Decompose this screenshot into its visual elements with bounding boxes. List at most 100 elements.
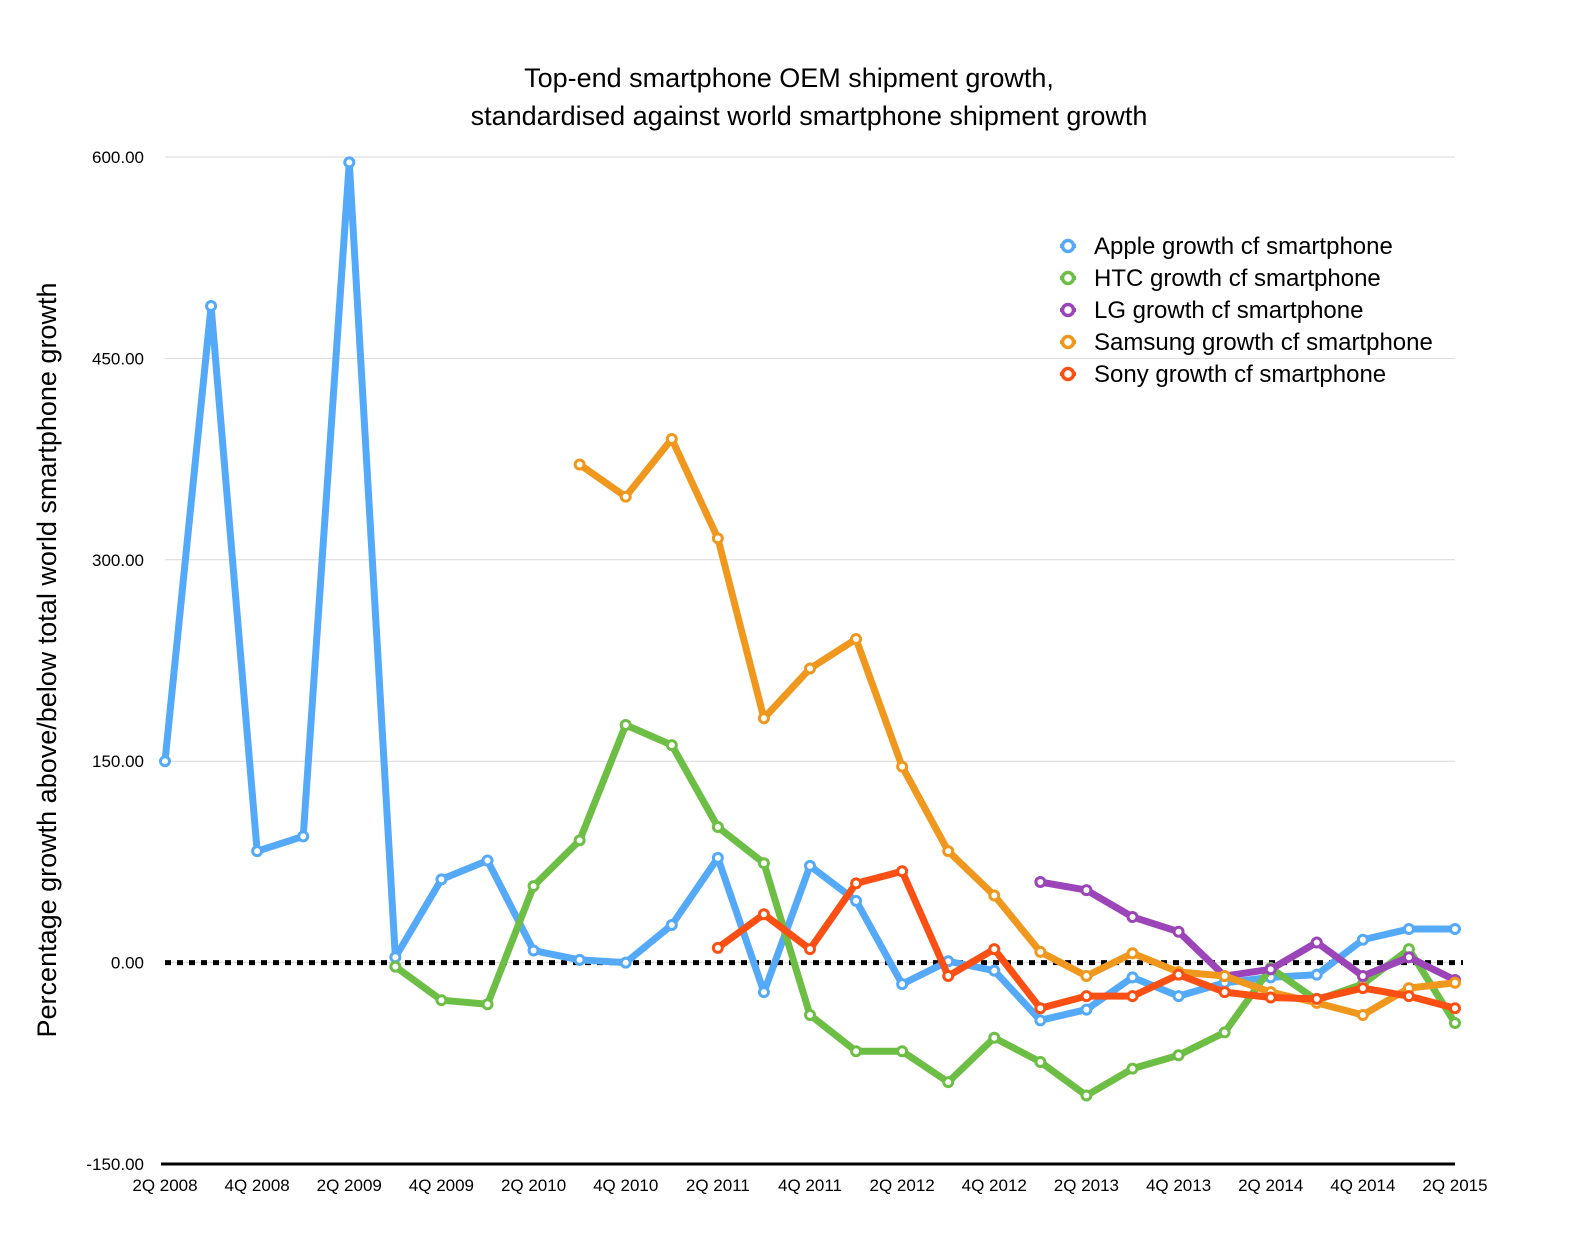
data-point — [251, 845, 264, 858]
data-point — [1356, 933, 1369, 946]
x-tick-label: 2Q 2012 — [870, 1176, 935, 1195]
data-point — [389, 951, 402, 964]
data-point — [1402, 923, 1415, 936]
data-point — [1126, 971, 1139, 984]
x-tick-label: 4Q 2008 — [225, 1176, 290, 1195]
data-point — [1172, 968, 1185, 981]
legend-marker-icon — [1060, 334, 1076, 350]
data-point — [481, 854, 494, 867]
data-point — [850, 877, 863, 890]
data-point — [1034, 876, 1047, 889]
chart-title: Top-end smartphone OEM shipment growth, … — [471, 63, 1148, 131]
y-tick-label: 450.00 — [92, 349, 144, 368]
data-point — [711, 851, 724, 864]
data-point — [527, 880, 540, 893]
data-point — [1218, 986, 1231, 999]
data-point — [988, 1031, 1001, 1044]
data-point — [988, 943, 1001, 956]
data-point — [850, 633, 863, 646]
data-point — [804, 943, 816, 956]
data-point — [1080, 1003, 1093, 1016]
y-tick-label: 300.00 — [92, 551, 144, 570]
legend-marker-icon — [1060, 302, 1076, 318]
gridlines — [165, 156, 1455, 964]
data-point — [1126, 1062, 1139, 1075]
data-point — [1034, 1002, 1047, 1015]
data-point — [665, 739, 678, 752]
data-point — [942, 970, 955, 983]
x-tick-label: 4Q 2012 — [962, 1176, 1027, 1195]
x-tick-label: 2Q 2015 — [1422, 1176, 1487, 1195]
title: Top-end smartphone OEM shipment growth, — [524, 63, 1054, 93]
series-htc — [389, 718, 1461, 1102]
data-point — [757, 857, 770, 870]
x-tick-label: 2Q 2011 — [686, 1176, 750, 1195]
y-axis-label: Percentage growth above/below total worl… — [32, 283, 62, 1038]
data-point — [711, 820, 724, 833]
legend-marker-icon — [1060, 270, 1076, 286]
data-point — [1034, 1014, 1047, 1027]
x-tick-label: 4Q 2014 — [1330, 1176, 1395, 1195]
data-point — [896, 1045, 909, 1058]
data-point — [988, 889, 1001, 902]
y-tick-label: -150.00 — [86, 1155, 144, 1174]
legend-label: Sony growth cf smartphone — [1094, 361, 1386, 388]
data-point — [297, 830, 310, 843]
data-point — [159, 755, 171, 768]
data-point — [435, 873, 448, 886]
series-line-samsung — [576, 435, 1459, 1019]
data-point — [711, 532, 724, 545]
x-tick-label: 4Q 2010 — [593, 1176, 658, 1195]
x-axis-ticks: 2Q 2008 4Q 2008 2Q 2009 4Q 2009 2Q 2010 4Q 20… — [132, 1176, 1487, 1195]
x-tick-label: 4Q 2009 — [409, 1176, 474, 1195]
series-lines — [159, 156, 1461, 1102]
data-point — [573, 953, 586, 966]
data-point — [1310, 992, 1323, 1005]
data-point — [343, 156, 356, 169]
data-point — [896, 865, 909, 878]
x-tick-label: 4Q 2013 — [1146, 1176, 1211, 1195]
data-point — [1402, 990, 1415, 1003]
data-point — [573, 834, 586, 847]
data-point — [1218, 1026, 1231, 1039]
data-point — [942, 845, 955, 858]
legend-marker-icon — [1060, 366, 1076, 382]
data-point — [896, 978, 909, 991]
data-point — [527, 944, 540, 957]
legend-item-lg: LG growth cf smartphone — [1060, 297, 1363, 324]
legend: Apple growth cf smartphone HTC growth cf … — [1060, 233, 1433, 388]
subtitle: standardised against world smartphone sh… — [471, 101, 1148, 131]
data-point — [481, 998, 494, 1011]
data-point — [804, 662, 816, 675]
data-point — [1264, 963, 1277, 976]
data-point — [435, 994, 448, 1007]
legend-item-htc: HTC growth cf smartphone — [1060, 265, 1381, 292]
data-point — [850, 894, 863, 907]
data-point — [850, 1045, 863, 1058]
data-point — [757, 986, 770, 999]
y-axis-ticks: -150.00 0.00 150.00 300.00 450.00 600.00 — [86, 148, 144, 1174]
data-point — [1356, 1008, 1369, 1021]
legend-item-samsung: Samsung growth cf smartphone — [1060, 329, 1433, 356]
legend-label: Samsung growth cf smartphone — [1094, 329, 1433, 356]
data-point — [619, 956, 632, 969]
data-point — [1218, 970, 1231, 983]
legend-label: LG growth cf smartphone — [1094, 297, 1363, 324]
data-point — [1449, 976, 1461, 989]
data-point — [665, 919, 678, 932]
data-point — [573, 458, 586, 471]
legend-marker-icon — [1060, 238, 1076, 254]
series-line-htc — [391, 721, 1459, 1100]
data-point — [1402, 951, 1415, 964]
data-point — [1449, 923, 1461, 936]
data-point — [896, 760, 909, 773]
data-point — [757, 712, 770, 725]
data-point — [1172, 990, 1185, 1003]
data-point — [1034, 1055, 1047, 1068]
x-tick-label: 2Q 2014 — [1238, 1176, 1303, 1195]
data-point — [804, 859, 816, 872]
data-point — [619, 490, 632, 503]
data-point — [1310, 968, 1323, 981]
data-point — [942, 1076, 955, 1089]
data-point — [757, 908, 770, 921]
